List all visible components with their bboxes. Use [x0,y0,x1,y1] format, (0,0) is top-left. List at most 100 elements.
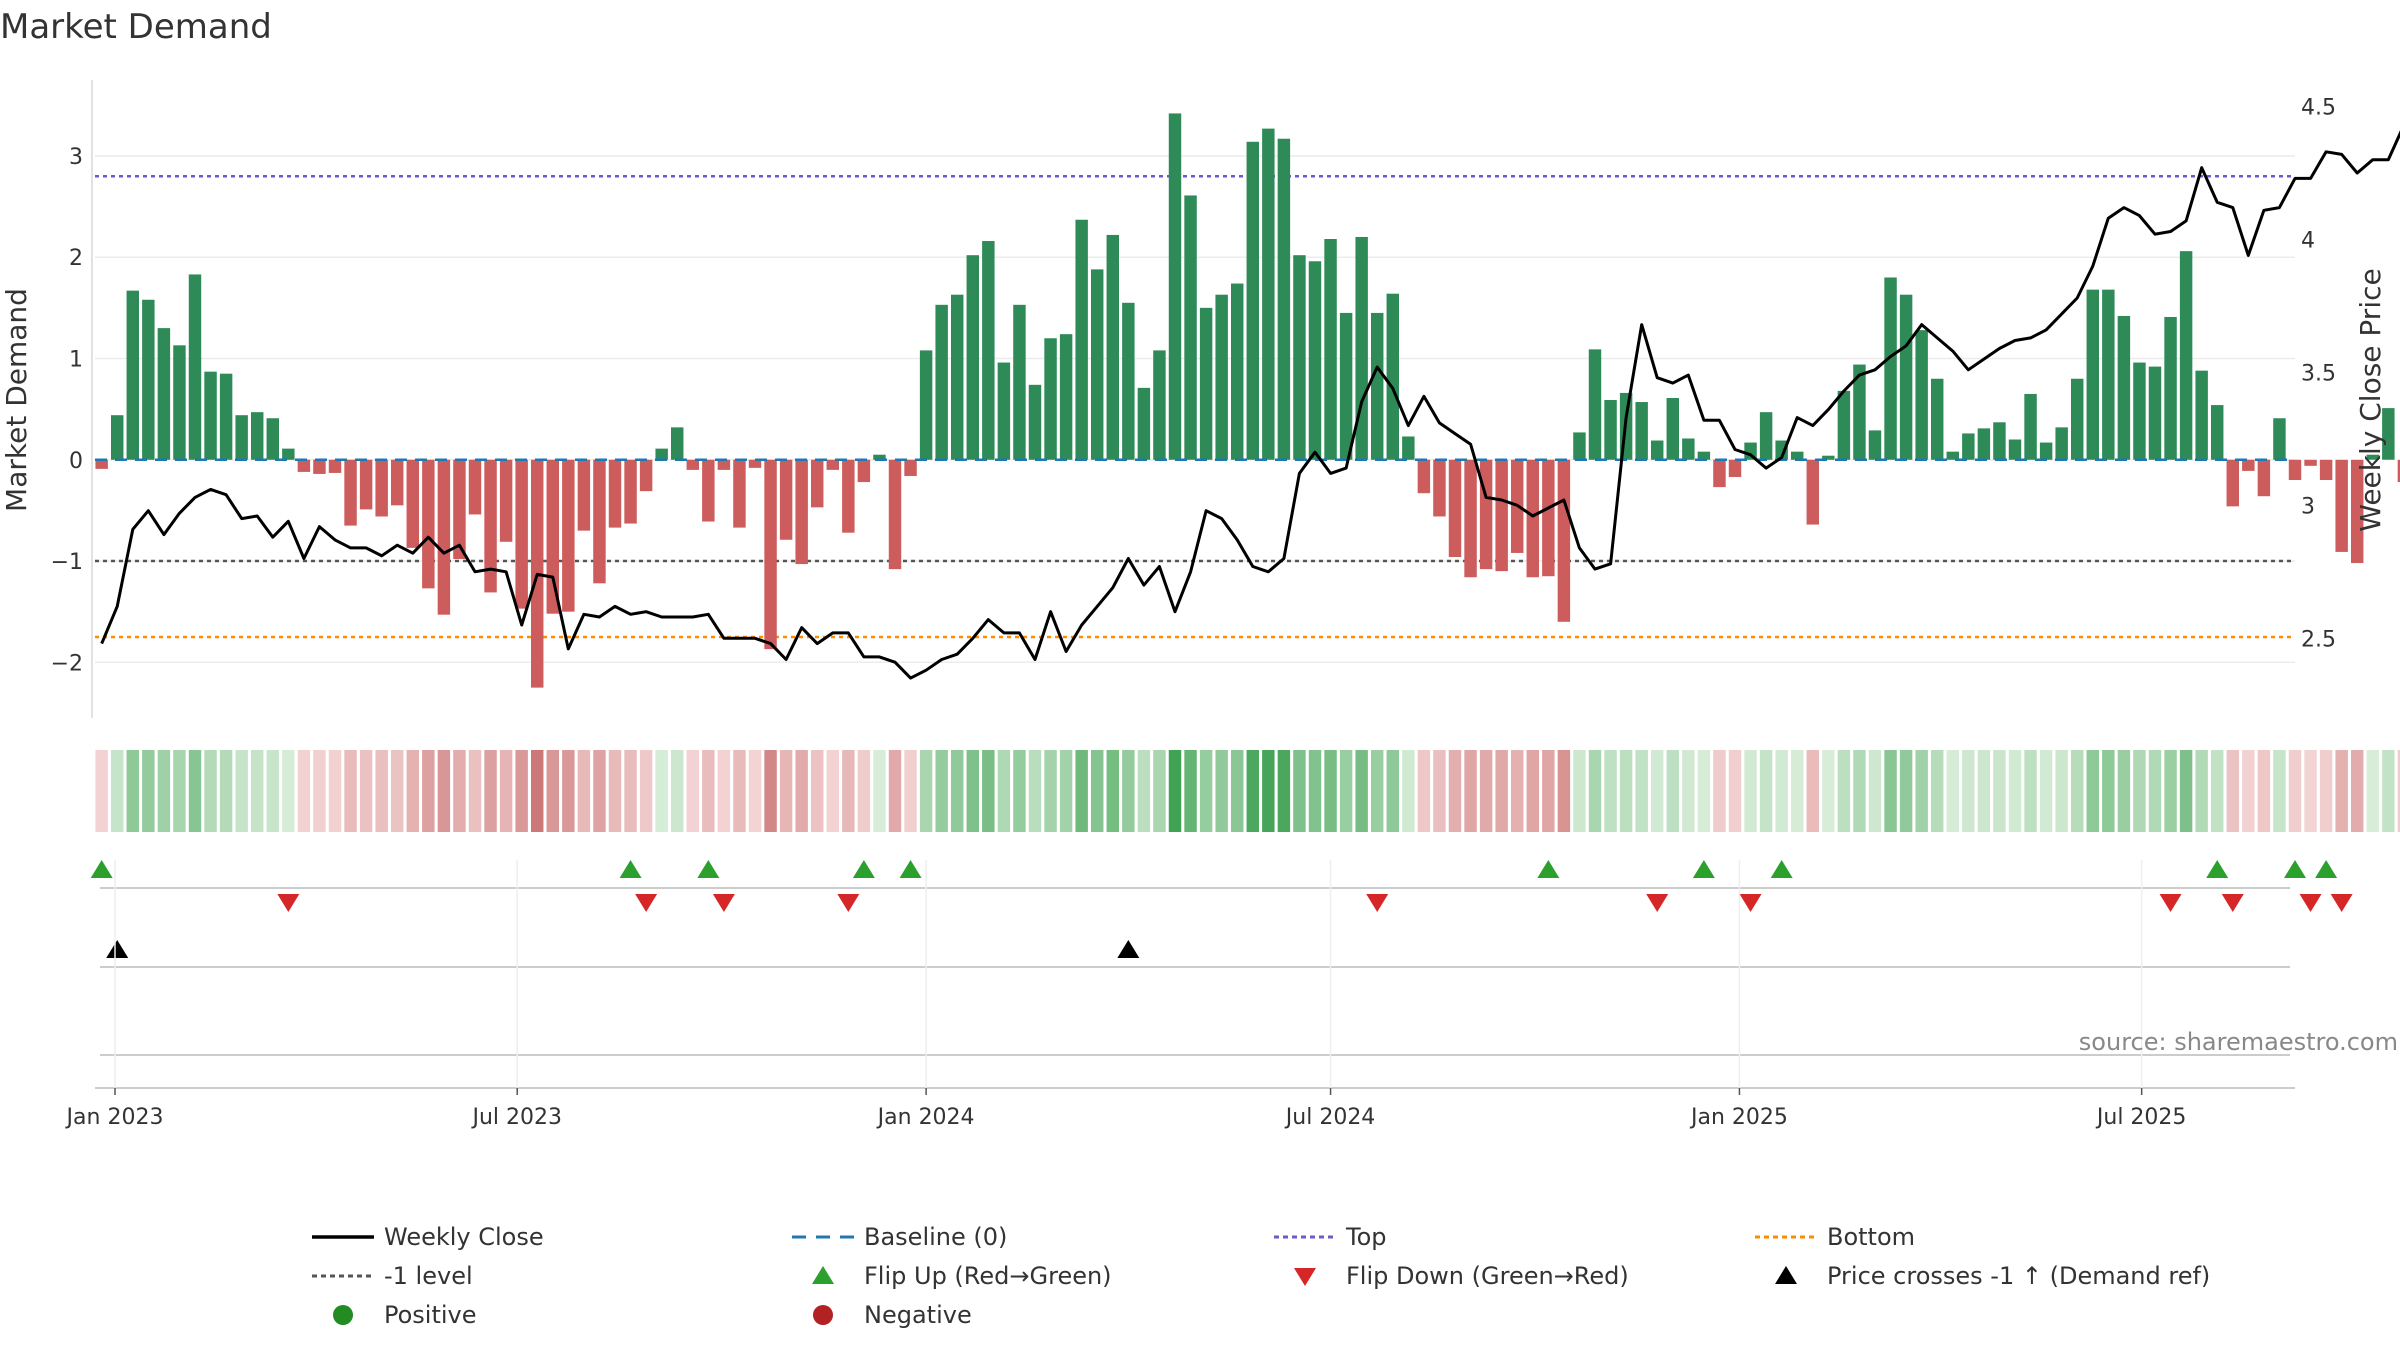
demand-bar [1355,236,1368,460]
heat-cell [655,750,668,832]
heat-cell [468,750,482,832]
legend: Weekly Close Baseline (0) Top Bottom -1 leve… [312,1223,2210,1329]
demand-bar [391,459,404,506]
demand-bar [359,459,373,510]
flip-up-marker [852,860,875,878]
flip-up-marker [2206,860,2229,878]
heat-cell [406,750,419,832]
flip-down-marker [2330,894,2353,912]
heat-cell [1153,750,1166,832]
heat-cell [1713,750,1726,832]
demand-bar [1604,400,1617,460]
heat-cell [1775,750,1788,832]
demand-bar [624,459,637,524]
demand-bar [1666,397,1679,460]
demand-bar [1946,451,1959,460]
heat-cell [904,750,917,832]
heat-cell [1106,750,1119,832]
heat-cell [453,750,466,832]
demand-bar [2039,442,2053,460]
demand-bar [873,454,886,460]
heat-cell [1822,750,1835,832]
demand-bar [2117,315,2131,460]
demand-bar [733,459,746,528]
heat-cell [1324,750,1337,832]
heat-cell [577,750,591,832]
price-cross-marker [106,940,129,958]
demand-bar [795,459,808,565]
demand-bar [1853,364,1866,460]
legend-label: Flip Down (Green→Red) [1346,1262,1629,1290]
heat-cell [562,750,575,832]
heat-cell [1479,750,1493,832]
heat-cell [2195,750,2208,832]
heat-cell [1837,750,1851,832]
demand-bar [1262,128,1275,460]
heat-cell [2335,750,2348,832]
flip-down-marker [712,894,735,912]
heat-cell [2382,750,2395,832]
heat-cell [499,750,513,832]
demand-bar [1526,459,1539,578]
heat-cell [593,750,606,832]
demand-bar [219,373,233,460]
heat-cell [1371,750,1384,832]
demand-bar [1199,307,1213,460]
heat-cell [1791,750,1804,832]
demand-bar [282,448,295,460]
heat-cell [2179,750,2193,832]
demand-bar [1137,387,1151,460]
demand-bar [888,459,902,570]
demand-bar [577,459,591,531]
heat-cell [251,750,264,832]
demand-heat-strip [95,750,2400,832]
heat-cell [1262,750,1275,832]
demand-bar [2319,459,2333,481]
legend-entry: Flip Down (Green→Red) [1294,1262,1629,1290]
weekly-close-path [100,130,2400,680]
demand-bar [328,459,342,473]
heat-cell [282,750,295,832]
legend-label: Weekly Close [384,1223,544,1251]
demand-bar [2335,459,2348,552]
heat-cell [359,750,373,832]
legend-entry: Positive [333,1301,477,1329]
demand-bar [1651,440,1664,460]
heat-cell [375,750,388,832]
heat-cell [624,750,637,832]
heat-cell [188,750,202,832]
flip-down-marker [1366,894,1389,912]
heat-cell [2133,750,2146,832]
y2-tick-label: 3 [2301,494,2315,519]
demand-bar [1464,459,1477,578]
demand-bar [437,459,451,615]
legend-swatch [333,1305,353,1325]
demand-bar [173,345,186,460]
heat-cell [1542,750,1555,832]
demand-bar [2351,459,2364,564]
x-tick-label: Jul 2024 [1284,1105,1376,1130]
demand-bar [1091,269,1104,460]
demand-bar [1697,451,1711,460]
heat-cell [2211,750,2224,832]
heat-cell [1619,750,1633,832]
y-axis-label: Market Demand [0,288,33,512]
x-tick-label: Jul 2023 [470,1105,562,1130]
flip-up-marker [90,860,113,878]
flip-down-marker [2159,894,2182,912]
demand-bar [1713,459,1726,488]
demand-bar [811,459,824,508]
demand-bar [1246,141,1259,460]
x-tick-label: Jul 2025 [2095,1105,2187,1130]
demand-bar [1433,459,1446,517]
heat-cell [811,750,824,832]
heat-cell [1168,750,1182,832]
legend-label: -1 level [384,1262,473,1290]
demand-bar [406,459,419,548]
heat-cell [437,750,451,832]
demand-bar [1775,440,1788,460]
demand-bar [2102,289,2115,460]
heat-cell [266,750,279,832]
legend-swatch [1294,1268,1316,1286]
